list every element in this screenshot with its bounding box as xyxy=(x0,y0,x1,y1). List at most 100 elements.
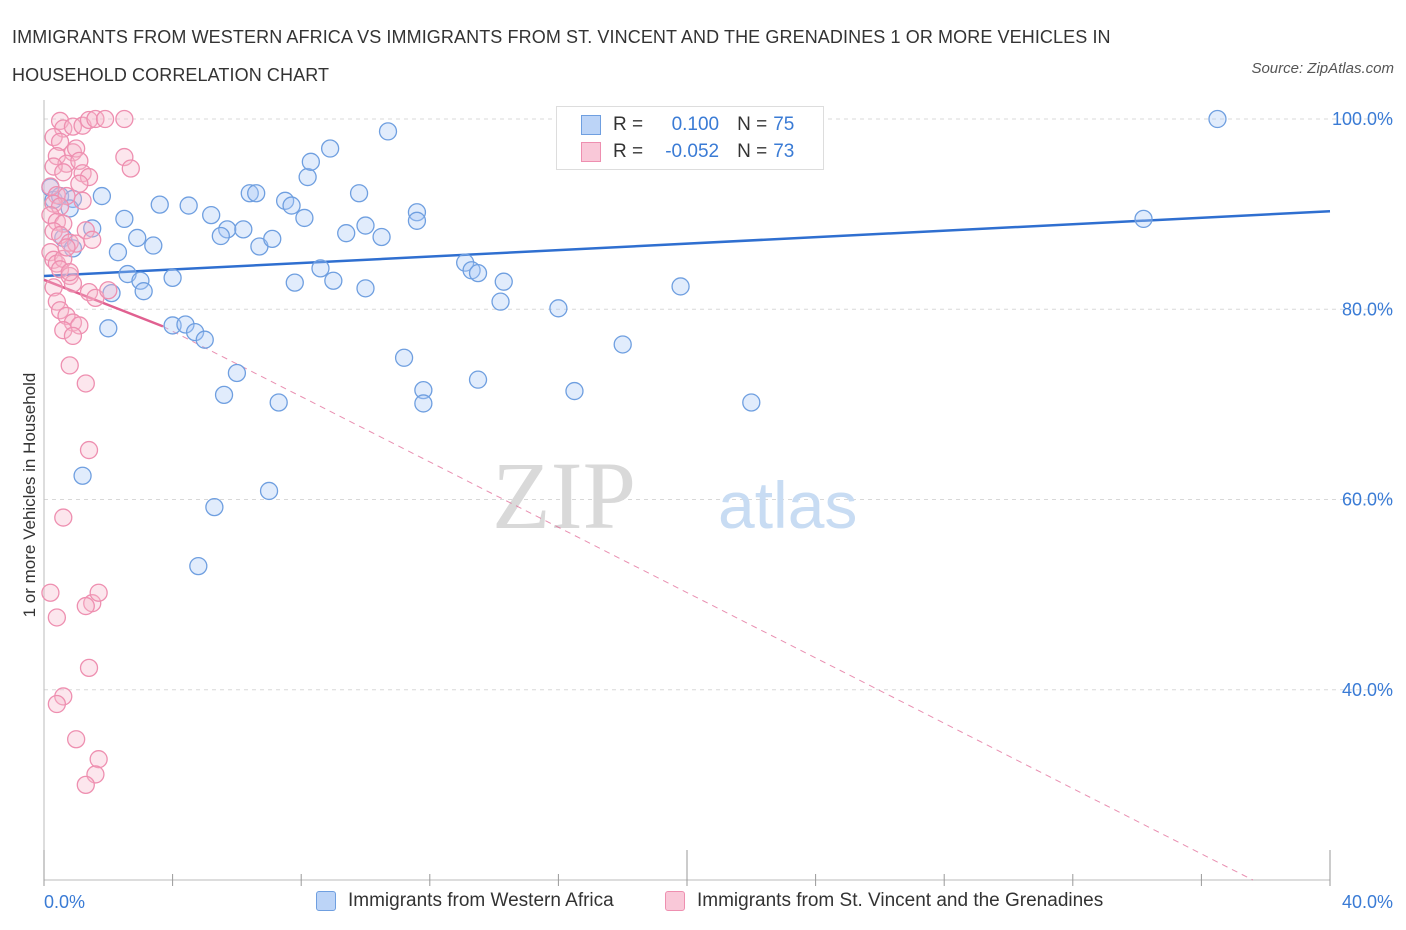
y-tick-label: 100.0% xyxy=(1332,109,1393,129)
point-st-vincent xyxy=(99,281,118,300)
point-western-africa xyxy=(298,167,317,187)
point-western-africa xyxy=(144,236,163,255)
correlation-legend: R = 0.100 N = 75 R = -0.052 N = 73 xyxy=(556,106,824,170)
point-western-africa xyxy=(468,370,488,389)
point-western-africa xyxy=(491,292,510,311)
series-legend-label: Immigrants from St. Vincent and the Gren… xyxy=(697,890,1104,911)
point-western-africa xyxy=(218,220,237,239)
point-st-vincent xyxy=(47,146,67,166)
point-st-vincent xyxy=(60,263,79,282)
x-tick-labels: 0.0% 40.0% xyxy=(44,892,1393,912)
point-western-africa xyxy=(185,322,205,342)
watermark-zip: ZIP xyxy=(492,442,636,549)
point-western-africa xyxy=(92,186,112,206)
point-st-vincent xyxy=(76,596,95,616)
series-legend: Immigrants from Western Africa Immigrant… xyxy=(0,890,1406,914)
point-western-africa xyxy=(378,122,398,141)
point-western-africa xyxy=(163,316,182,335)
point-st-vincent xyxy=(89,583,108,602)
point-western-africa xyxy=(311,259,330,278)
point-st-vincent xyxy=(41,583,60,602)
point-western-africa xyxy=(73,466,92,485)
gridlines xyxy=(44,118,1392,691)
point-st-vincent xyxy=(89,750,108,769)
point-st-vincent xyxy=(115,109,134,129)
chart-title: IMMIGRANTS FROM WESTERN AFRICA VS IMMIGR… xyxy=(12,27,1111,85)
series-legend-item-western-africa[interactable]: Immigrants from Western Africa xyxy=(316,890,614,912)
point-western-africa xyxy=(205,497,224,517)
point-western-africa xyxy=(195,330,214,349)
point-western-africa xyxy=(301,152,320,171)
point-western-africa xyxy=(179,196,198,215)
point-western-africa xyxy=(131,271,150,290)
point-western-africa xyxy=(565,381,584,401)
point-st-vincent xyxy=(47,608,67,627)
point-western-africa xyxy=(263,229,282,249)
point-st-vincent xyxy=(63,326,83,346)
point-st-vincent xyxy=(95,109,115,129)
point-western-africa xyxy=(282,196,301,215)
point-western-africa xyxy=(349,184,369,203)
point-st-vincent xyxy=(86,109,105,129)
point-western-africa xyxy=(671,277,690,296)
watermark: ZIP atlas xyxy=(492,442,857,549)
point-western-africa xyxy=(202,205,221,225)
data-points xyxy=(41,109,1227,795)
point-st-vincent xyxy=(121,159,140,178)
point-western-africa xyxy=(320,139,340,158)
y-tick-label: 60.0% xyxy=(1342,490,1393,510)
point-western-africa xyxy=(115,209,134,229)
point-western-africa xyxy=(1134,209,1153,229)
point-western-africa xyxy=(269,393,288,412)
point-western-africa xyxy=(394,348,414,367)
legend-swatch-blue xyxy=(581,115,601,135)
series-legend-label: Immigrants from Western Africa xyxy=(348,890,614,911)
trend-line-st-vincent xyxy=(43,278,164,328)
point-western-africa xyxy=(324,271,343,290)
point-western-africa xyxy=(189,556,208,576)
x-tick-label: 40.0% xyxy=(1342,892,1393,912)
point-st-vincent xyxy=(54,508,73,527)
point-western-africa xyxy=(414,394,433,413)
source-label: Source: ZipAtlas.com xyxy=(1251,60,1394,77)
point-st-vincent xyxy=(79,658,99,678)
series-swatch-pink xyxy=(665,891,685,911)
point-st-vincent xyxy=(44,157,63,176)
point-st-vincent xyxy=(115,147,134,167)
point-western-africa xyxy=(214,385,234,405)
point-western-africa xyxy=(356,216,375,235)
point-western-africa xyxy=(150,195,169,214)
point-st-vincent xyxy=(76,374,95,393)
legend-r-label: R = xyxy=(613,114,644,135)
point-western-africa xyxy=(259,481,279,501)
point-st-vincent xyxy=(79,167,99,187)
legend-row-pink: R = -0.052 N = 73 xyxy=(581,139,812,165)
point-st-vincent xyxy=(54,321,73,340)
point-st-vincent xyxy=(63,117,83,136)
point-st-vincent xyxy=(63,274,83,293)
point-st-vincent xyxy=(44,278,63,297)
trend-line-st-vincent xyxy=(162,325,1254,881)
point-western-africa xyxy=(372,227,391,247)
point-western-africa xyxy=(414,380,433,400)
x-tick-label: 0.0% xyxy=(44,892,85,912)
point-western-africa xyxy=(356,279,375,298)
point-st-vincent xyxy=(76,221,95,240)
point-st-vincent xyxy=(57,238,76,257)
trend-line-western-africa xyxy=(43,210,1331,278)
point-western-africa xyxy=(128,228,147,248)
point-western-africa xyxy=(549,299,568,318)
legend-swatch-pink xyxy=(581,142,601,162)
point-western-africa xyxy=(227,363,247,383)
point-western-africa xyxy=(337,224,356,243)
legend-row-blue: R = 0.100 N = 75 xyxy=(581,112,812,138)
point-western-africa xyxy=(468,263,488,283)
point-western-africa xyxy=(211,226,230,246)
series-legend-item-st-vincent[interactable]: Immigrants from St. Vincent and the Gren… xyxy=(665,890,1103,912)
point-western-africa xyxy=(247,184,266,203)
point-st-vincent xyxy=(54,214,73,233)
point-western-africa xyxy=(108,243,128,262)
point-st-vincent xyxy=(57,306,76,326)
point-western-africa xyxy=(234,220,253,239)
